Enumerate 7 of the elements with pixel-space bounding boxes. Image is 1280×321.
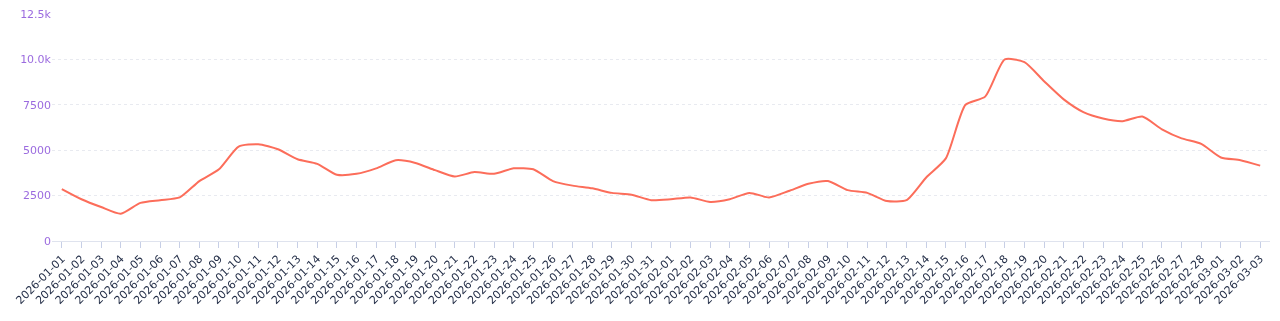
line-series	[60, 58, 1262, 215]
y-tick-label: 2500	[23, 189, 51, 203]
y-tick-label: 12.5k	[20, 7, 52, 21]
y-tick-label: 7500	[23, 98, 51, 112]
y-tick-label: 5000	[23, 144, 51, 158]
y-tick-label: 10.0k	[20, 53, 52, 67]
y-tick-label: 0	[44, 234, 51, 248]
